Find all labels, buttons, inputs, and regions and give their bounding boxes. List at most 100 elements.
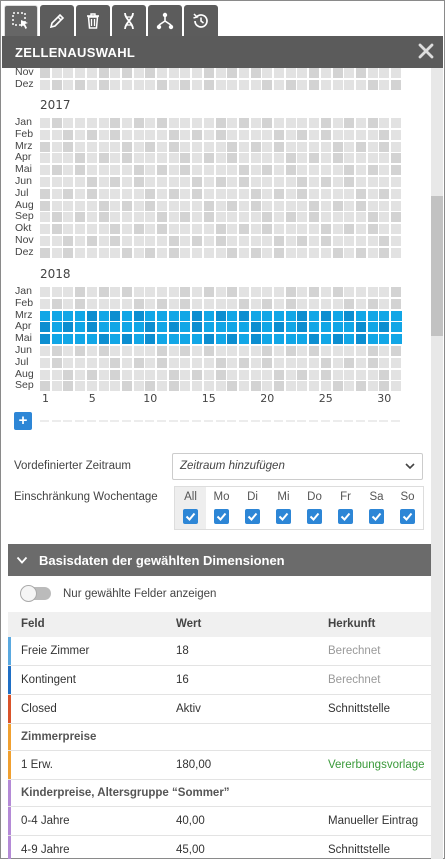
day-cell[interactable] <box>367 236 378 246</box>
day-cell[interactable] <box>203 310 214 321</box>
weekday-checkbox[interactable] <box>369 509 384 524</box>
day-cell[interactable] <box>40 141 50 152</box>
day-cell[interactable] <box>51 79 62 90</box>
day-cell[interactable] <box>238 322 249 333</box>
day-cell[interactable] <box>157 381 167 392</box>
day-cell[interactable] <box>168 369 179 380</box>
day-cell[interactable] <box>320 298 331 309</box>
day-cell[interactable] <box>133 188 144 199</box>
day-cell[interactable] <box>320 247 331 258</box>
day-cell[interactable] <box>203 165 214 176</box>
day-cell[interactable] <box>379 79 390 90</box>
day-cell[interactable] <box>391 298 401 309</box>
day-cell[interactable] <box>203 247 214 258</box>
day-cell[interactable] <box>391 369 401 380</box>
day-cell[interactable] <box>250 369 261 380</box>
day-cell[interactable] <box>227 79 238 90</box>
day-cell[interactable] <box>121 118 132 128</box>
day-cell[interactable] <box>215 141 226 152</box>
day-cell[interactable] <box>203 357 214 368</box>
day-cell[interactable] <box>86 129 97 140</box>
day-cell[interactable] <box>133 381 144 392</box>
day-cell[interactable] <box>121 165 132 176</box>
day-cell[interactable] <box>309 129 320 140</box>
day-cell[interactable] <box>86 322 97 333</box>
day-cell[interactable] <box>250 247 261 258</box>
day-cell[interactable] <box>250 346 261 356</box>
day-cell[interactable] <box>192 141 203 152</box>
day-cell[interactable] <box>180 334 191 345</box>
day-cell[interactable] <box>320 141 331 152</box>
day-cell[interactable] <box>379 357 390 368</box>
day-cell[interactable] <box>332 346 343 356</box>
day-cell[interactable] <box>203 129 214 140</box>
day-cell[interactable] <box>262 68 273 78</box>
day-cell[interactable] <box>274 247 284 258</box>
day-cell[interactable] <box>168 298 179 309</box>
day-cell[interactable] <box>309 247 320 258</box>
day-cell[interactable] <box>63 310 74 321</box>
day-cell[interactable] <box>285 129 296 140</box>
day-cell[interactable] <box>75 369 86 380</box>
day-cell[interactable] <box>40 224 50 235</box>
day-cell[interactable] <box>63 298 74 309</box>
day-cell[interactable] <box>367 224 378 235</box>
cell-wert[interactable]: 40,00 <box>176 815 205 827</box>
day-cell[interactable] <box>98 79 109 90</box>
weekday-sa[interactable]: Sa <box>361 487 392 529</box>
day-cell[interactable] <box>98 177 109 187</box>
day-cell[interactable] <box>332 68 343 78</box>
day-cell[interactable] <box>51 212 62 223</box>
day-cell[interactable] <box>180 165 191 176</box>
day-cell[interactable] <box>215 346 226 356</box>
day-cell[interactable] <box>297 177 308 187</box>
day-cell[interactable] <box>344 153 355 164</box>
day-cell[interactable] <box>238 165 249 176</box>
day-cell[interactable] <box>86 141 97 152</box>
day-cell[interactable] <box>355 310 366 321</box>
day-cell[interactable] <box>63 334 74 345</box>
day-cell[interactable] <box>297 79 308 90</box>
day-cell[interactable] <box>203 334 214 345</box>
day-cell[interactable] <box>391 247 401 258</box>
day-cell[interactable] <box>192 247 203 258</box>
cell-wert[interactable]: 18 <box>176 645 189 657</box>
day-cell[interactable] <box>98 346 109 356</box>
day-cell[interactable] <box>285 200 296 211</box>
day-cell[interactable] <box>98 224 109 235</box>
day-cell[interactable] <box>63 129 74 140</box>
day-cell[interactable] <box>309 224 320 235</box>
day-cell[interactable] <box>75 118 86 128</box>
day-cell[interactable] <box>227 153 238 164</box>
day-cell[interactable] <box>121 79 132 90</box>
day-cell[interactable] <box>203 141 214 152</box>
day-cell[interactable] <box>379 381 390 392</box>
month-label[interactable]: Dez <box>15 245 34 258</box>
day-cell[interactable] <box>238 224 249 235</box>
day-cell[interactable] <box>391 177 401 187</box>
day-cell[interactable] <box>133 346 144 356</box>
day-cell[interactable] <box>355 236 366 246</box>
day-cell[interactable] <box>238 118 249 128</box>
day-cell[interactable] <box>227 247 238 258</box>
day-cell[interactable] <box>110 310 121 321</box>
day-cell[interactable] <box>145 188 156 199</box>
day-cell[interactable] <box>145 129 156 140</box>
day-cell[interactable] <box>180 287 191 297</box>
day-cell[interactable] <box>285 177 296 187</box>
day-cell[interactable] <box>320 381 331 392</box>
day-cell[interactable] <box>215 68 226 78</box>
day-cell[interactable] <box>40 177 50 187</box>
day-cell[interactable] <box>86 346 97 356</box>
day-cell[interactable] <box>274 129 284 140</box>
day-cell[interactable] <box>98 287 109 297</box>
tool-delete[interactable] <box>76 5 110 36</box>
month-label[interactable]: Nov <box>15 68 34 78</box>
day-cell[interactable] <box>227 298 238 309</box>
day-cell[interactable] <box>168 118 179 128</box>
day-cell[interactable] <box>168 357 179 368</box>
day-cell[interactable] <box>262 129 273 140</box>
day-cell[interactable] <box>285 247 296 258</box>
day-cell[interactable] <box>344 79 355 90</box>
day-cell[interactable] <box>355 212 366 223</box>
